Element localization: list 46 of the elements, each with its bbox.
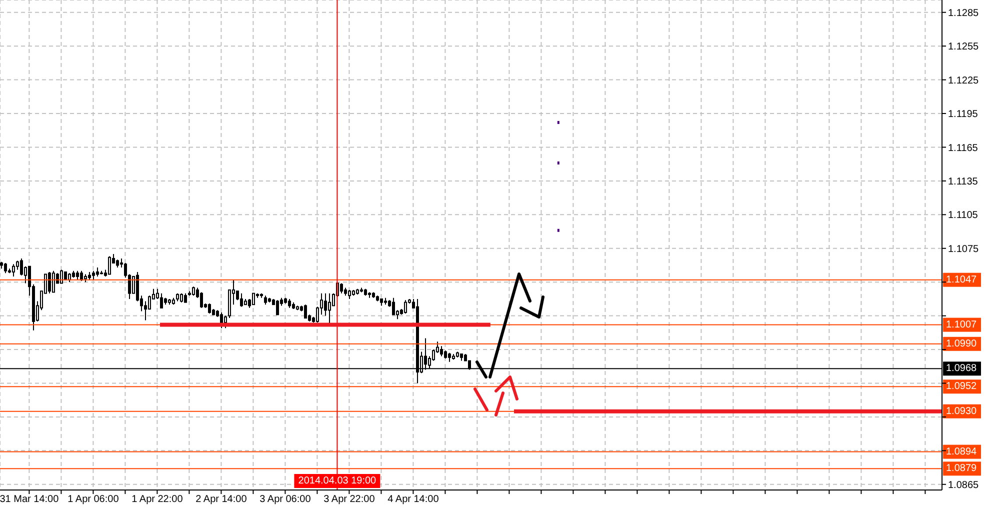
candlestick xyxy=(440,346,443,357)
x-tick-label: 3 Apr 06:00 xyxy=(260,494,312,506)
ref-line-label: 1.0879 xyxy=(946,463,978,474)
x-tick-label: 1 Apr 06:00 xyxy=(68,494,120,506)
y-tick-label: 1.1225 xyxy=(948,75,980,86)
candlestick xyxy=(208,302,211,314)
candlestick xyxy=(12,264,15,277)
ref-line-label: 1.0990 xyxy=(946,338,978,350)
x-tick-label: 1 Apr 22:00 xyxy=(132,494,184,506)
x-tick-label: 3 Apr 22:00 xyxy=(324,494,376,506)
candlestick xyxy=(80,270,83,282)
ref-line-label: 1.0894 xyxy=(946,446,978,458)
y-tick-label: 1.1255 xyxy=(948,42,980,53)
ref-line-label: 1.1007 xyxy=(946,319,978,330)
candlestick xyxy=(276,300,279,316)
candlestick xyxy=(148,295,151,310)
candlestick xyxy=(404,300,407,314)
candlestick xyxy=(48,271,51,294)
y-tick-label: 1.1165 xyxy=(948,142,978,154)
ref-line-label: 2014.04.03 19:00 xyxy=(298,476,377,486)
candlestick xyxy=(392,297,395,316)
candlestick xyxy=(324,292,327,316)
candlestick xyxy=(304,304,307,319)
x-tick-label: 4 Apr 14:00 xyxy=(388,494,440,506)
y-tick-label: 1.1135 xyxy=(948,176,978,188)
y-tick-label: 1.1285 xyxy=(948,8,980,19)
candlestick xyxy=(160,292,163,308)
ref-line-label: 1.0952 xyxy=(946,381,978,392)
candlestick xyxy=(200,292,203,308)
candlestick xyxy=(252,292,255,306)
x-tick-label: 31 Mar 14:00 xyxy=(0,494,60,506)
candlestick xyxy=(340,282,343,294)
candlestick xyxy=(52,270,55,293)
ref-line-label: 1.0968 xyxy=(946,363,978,374)
y-tick-label: 1.1195 xyxy=(948,109,978,120)
candlestick xyxy=(240,292,243,308)
candlestick xyxy=(4,262,7,274)
candlestick xyxy=(60,269,63,284)
ref-line-label: 1.1047 xyxy=(946,274,978,286)
y-tick-label: 1.1075 xyxy=(948,244,980,255)
candlestick xyxy=(108,256,111,275)
x-tick-label: 2 Apr 14:00 xyxy=(196,494,248,506)
y-tick-label: 1.1105 xyxy=(948,210,978,222)
ref-line-label: 1.0930 xyxy=(946,406,978,417)
y-tick-label: 1.0865 xyxy=(948,480,980,491)
candlestick xyxy=(20,258,23,276)
